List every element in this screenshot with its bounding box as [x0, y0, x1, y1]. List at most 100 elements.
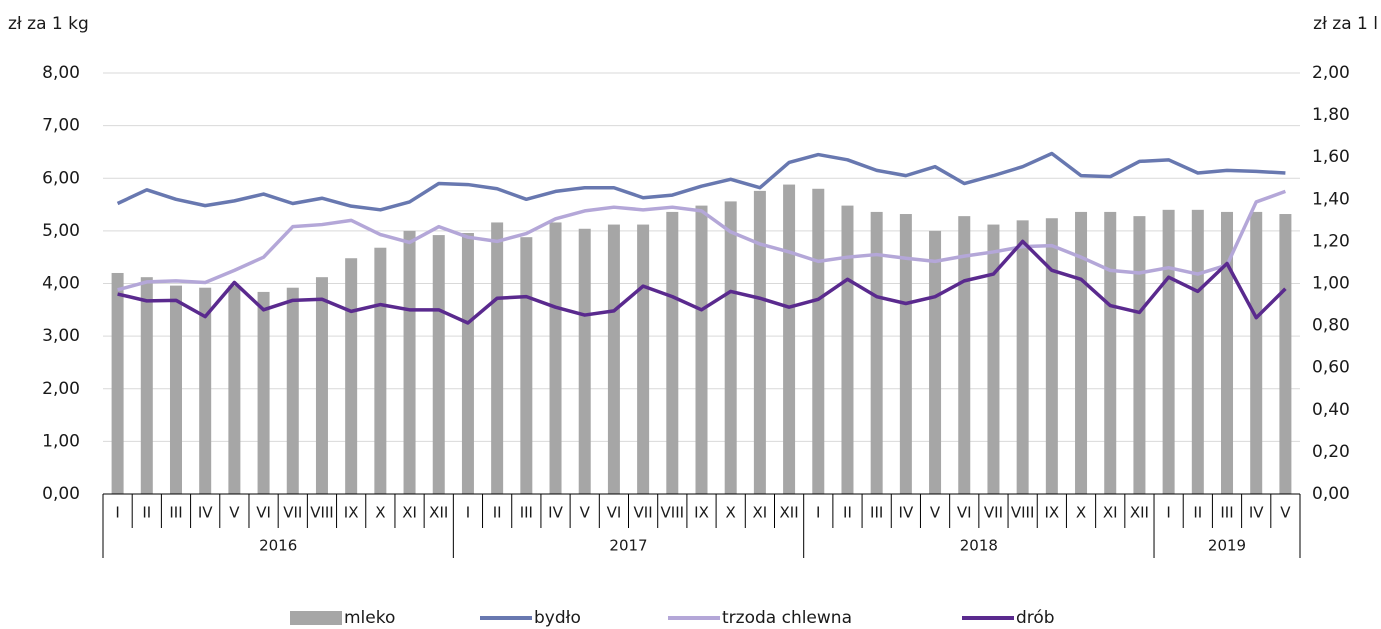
bar — [724, 201, 737, 494]
bar — [987, 224, 1000, 494]
y2-tick-label: 1,00 — [1312, 274, 1350, 294]
bar — [461, 232, 474, 495]
x-tick-label: IX — [344, 504, 359, 522]
x-tick-label: XI — [1103, 504, 1118, 522]
x-tick-label: X — [1076, 504, 1086, 522]
bar — [286, 287, 299, 494]
legend-swatch — [290, 611, 342, 625]
bar — [666, 211, 679, 494]
y2-tick-label: 0,60 — [1312, 358, 1350, 378]
line — [116, 151, 1286, 212]
x-tick-label: XII — [780, 504, 799, 522]
bar — [1250, 211, 1263, 494]
x-tick-label: VIII — [1011, 504, 1035, 522]
bar — [958, 216, 971, 494]
x-tick-label: XII — [429, 504, 448, 522]
year-label: 2017 — [609, 537, 647, 555]
x-tick-label: VII — [984, 504, 1003, 522]
bar — [578, 228, 591, 494]
y-tick-label: 3,00 — [42, 326, 80, 346]
year-label: 2018 — [960, 537, 998, 555]
x-tick-label: I — [1166, 504, 1170, 522]
y2-tick-label: 0,00 — [1312, 484, 1350, 504]
x-tick-label: V — [580, 504, 591, 522]
x-tick-label: VI — [607, 504, 622, 522]
y-tick-label: 0,00 — [42, 484, 80, 504]
bar — [695, 205, 708, 495]
x-tick-label: I — [115, 504, 119, 522]
x-tick-label: XI — [402, 504, 417, 522]
x-tick-label: III — [1220, 504, 1233, 522]
x-tick-label: X — [726, 504, 736, 522]
legend-label: trzoda chlewna — [722, 608, 852, 628]
bar — [520, 237, 533, 494]
bar — [228, 285, 241, 494]
bar — [899, 214, 912, 494]
y-tick-label: 5,00 — [42, 221, 80, 241]
x-tick-label: V — [1280, 504, 1291, 522]
bar — [929, 230, 942, 494]
y2-tick-label: 0,40 — [1312, 400, 1350, 420]
bar — [1104, 211, 1117, 494]
x-tick-label: VI — [957, 504, 972, 522]
y-tick-label: 2,00 — [42, 379, 80, 399]
x-tick-label: IV — [899, 504, 914, 522]
bar — [257, 291, 270, 494]
year-label: 2019 — [1208, 537, 1246, 555]
bar — [1191, 209, 1204, 494]
x-tick-label: XII — [1130, 504, 1149, 522]
y-tick-label: 7,00 — [42, 116, 80, 136]
x-tick-label: VIII — [310, 504, 334, 522]
x-tick-label: X — [375, 504, 385, 522]
y-tick-label: 4,00 — [42, 274, 80, 294]
x-tick-label: II — [843, 504, 852, 522]
bar — [607, 224, 620, 494]
bar — [637, 224, 650, 494]
y2-tick-label: 1,40 — [1312, 189, 1350, 209]
x-tick-label: VII — [283, 504, 302, 522]
x-tick-label: V — [930, 504, 941, 522]
bar — [549, 222, 562, 494]
y2-tick-label: 1,20 — [1312, 231, 1350, 251]
bar — [403, 230, 416, 494]
bar — [753, 190, 766, 494]
bar — [1221, 211, 1234, 494]
bar — [783, 184, 796, 494]
x-tick-label: VI — [256, 504, 271, 522]
bar — [1045, 218, 1058, 494]
y-tick-label: 1,00 — [42, 431, 80, 451]
x-tick-label: VIII — [661, 504, 685, 522]
x-tick-label: VII — [634, 504, 653, 522]
y2-tick-label: 0,20 — [1312, 442, 1350, 462]
y-axis-label: zł za 1 kg — [8, 14, 89, 34]
legend-label: mleko — [344, 608, 395, 628]
legend-label: bydło — [534, 608, 581, 628]
bar — [1133, 216, 1146, 494]
x-tick-label: III — [169, 504, 182, 522]
bar — [491, 222, 504, 494]
x-tick-label: IV — [1249, 504, 1264, 522]
x-tick-label: II — [1193, 504, 1202, 522]
x-tick-label: III — [870, 504, 883, 522]
x-tick-label: I — [466, 504, 470, 522]
y-tick-label: 8,00 — [42, 63, 80, 83]
y-tick-label: 6,00 — [42, 168, 80, 188]
bar — [1279, 214, 1292, 494]
x-tick-label: IX — [694, 504, 709, 522]
y2-tick-label: 1,80 — [1312, 105, 1350, 125]
line — [117, 189, 1286, 292]
x-tick-label: IV — [198, 504, 213, 522]
bar — [812, 188, 825, 494]
x-tick-label: XI — [753, 504, 768, 522]
x-tick-label: IV — [548, 504, 563, 522]
year-label: 2016 — [259, 537, 297, 555]
y2-axis-label: zł za 1 l — [1313, 14, 1378, 34]
line — [117, 239, 1287, 325]
y2-tick-label: 0,80 — [1312, 316, 1350, 336]
bar — [1162, 209, 1175, 494]
bar — [374, 247, 387, 494]
bar — [140, 277, 153, 494]
bar — [111, 272, 124, 494]
bar — [432, 235, 445, 494]
